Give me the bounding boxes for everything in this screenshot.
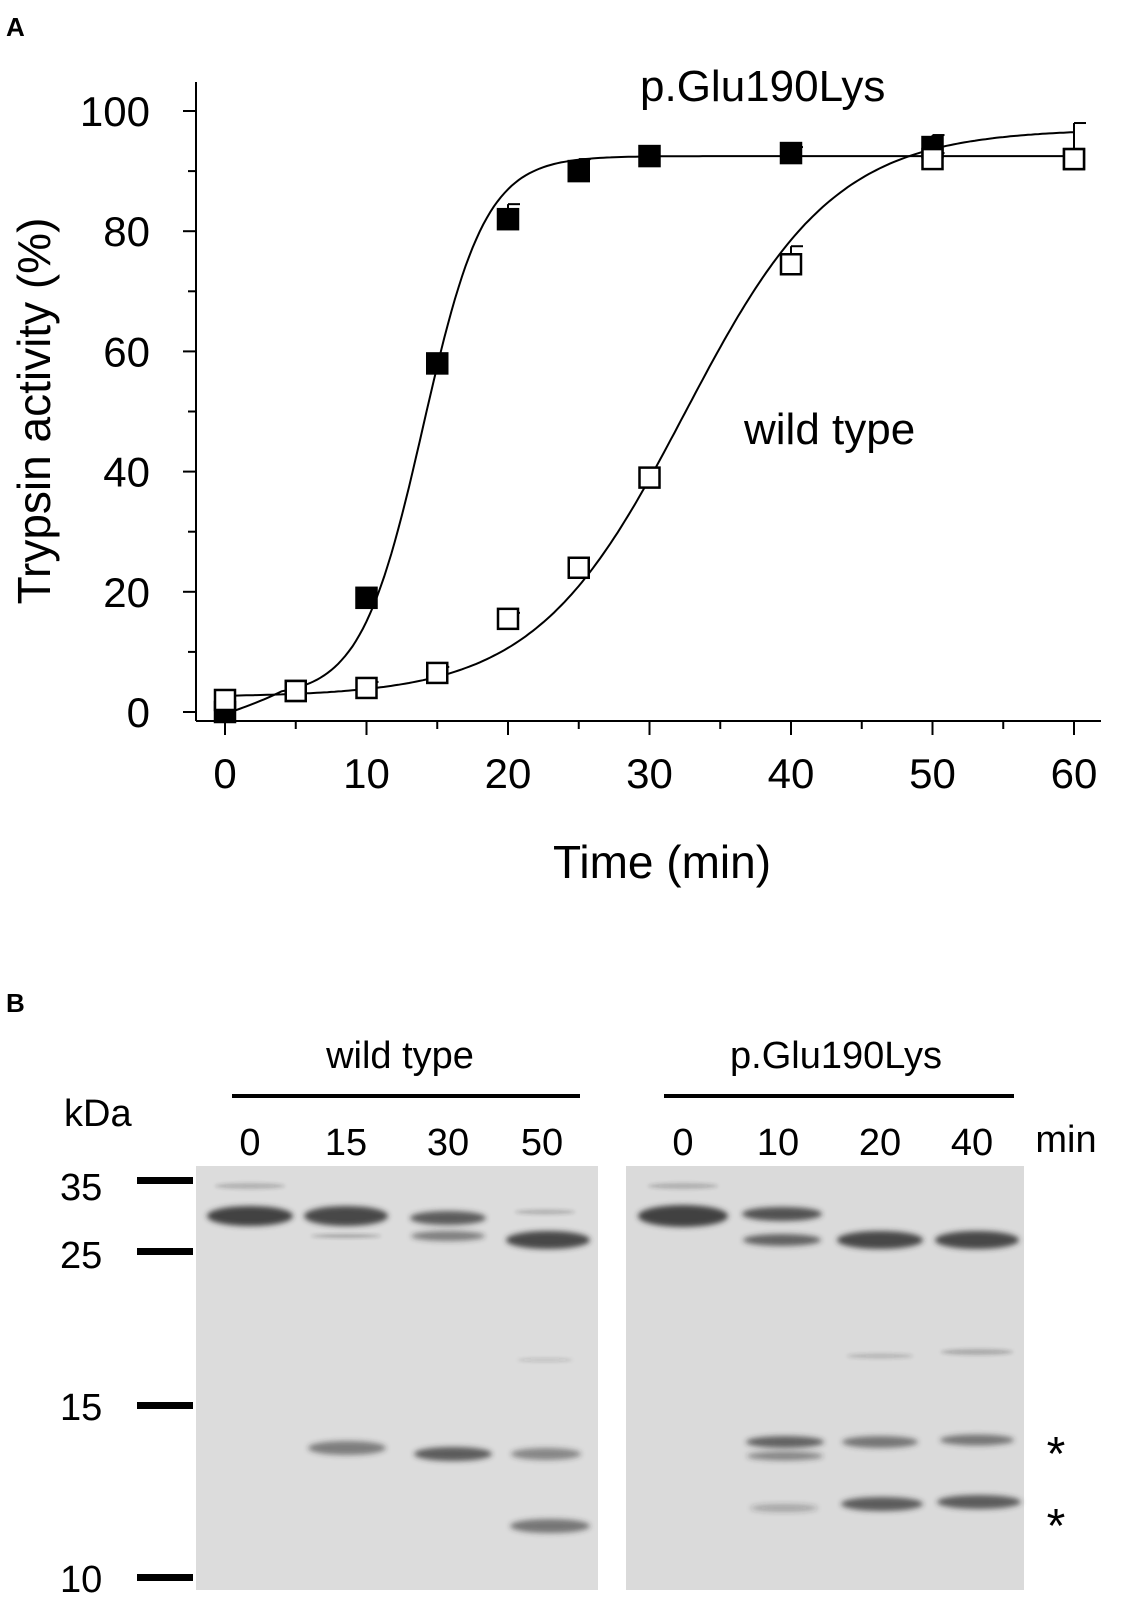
x-tick-label-40: 40: [768, 750, 815, 797]
point-mutant-30: [638, 144, 661, 168]
band-wt-30-full: [410, 1211, 486, 1225]
point-wild-type-5: [284, 679, 307, 703]
marker-tick-10: [137, 1574, 193, 1581]
band-wt-0-faint: [215, 1183, 285, 1189]
band-wt-30-fragment: [414, 1447, 492, 1461]
point-wild-type-10: [355, 676, 378, 700]
point-mutant-20: [496, 207, 520, 231]
band-mut-0-full: [638, 1205, 728, 1227]
y-tick-label-100: 100: [80, 88, 150, 135]
band-mut-10-full: [742, 1207, 822, 1221]
data-marks: [213, 122, 1086, 724]
band-wt-30-cleaved: [411, 1231, 485, 1241]
unit-label-kda: kDa: [64, 1093, 132, 1135]
band-mut-10-small: [750, 1504, 818, 1512]
lane-label-mut-20: 20: [859, 1122, 901, 1164]
band-wt-50-trace: [517, 1358, 573, 1362]
marker-tick-35: [137, 1177, 193, 1184]
band-wt-15-full: [304, 1206, 388, 1226]
gel-mutant-background: [626, 1166, 1024, 1590]
band-mut-40-trace: [941, 1349, 1013, 1355]
lane-label-wt-50: 50: [521, 1122, 563, 1164]
marker-label-15: 15: [60, 1387, 102, 1429]
marker-label-10: 10: [60, 1559, 102, 1598]
band-mut-40-small: [937, 1495, 1021, 1509]
band-wt-50-cleaved: [506, 1231, 590, 1249]
chart-axes: 0 20 40 60 80 100 0 10 20 30 40 50 60: [80, 82, 1101, 797]
point-wild-type-25: [567, 556, 590, 580]
time-unit-label: min: [1035, 1119, 1096, 1161]
y-tick-label-0: 0: [127, 689, 150, 736]
y-tick-label-20: 20: [103, 569, 150, 616]
band-wt-15-fragment: [308, 1441, 386, 1455]
band-mut-10-fragment-a: [746, 1436, 824, 1448]
point-mutant-25: [567, 159, 590, 183]
trypsin-activity-chart: 0 20 40 60 80 100 0 10 20 30 40 50 60 Trypsin activi…: [8, 62, 1101, 888]
group-label-mutant: p.Glu190Lys: [730, 1035, 942, 1077]
band-mut-10-cleaved: [743, 1234, 821, 1246]
x-axis-label: Time (min): [553, 836, 771, 888]
panel-a-letter: A: [6, 12, 25, 42]
series-label-wild-type: wild type: [743, 405, 915, 454]
x-tick-label-10: 10: [343, 750, 390, 797]
band-wt-50-fragment: [511, 1448, 581, 1460]
point-wild-type-20: [496, 607, 520, 631]
series-label-mutant: p.Glu190Lys: [640, 62, 885, 111]
marker-label-25: 25: [60, 1235, 102, 1277]
lane-label-mut-0: 0: [672, 1122, 693, 1164]
band-mut-0-faint: [648, 1183, 718, 1189]
x-tick-label-60: 60: [1051, 750, 1098, 797]
point-wild-type-50: [921, 147, 944, 171]
lane-label-wt-0: 0: [239, 1122, 260, 1164]
band-mut-40-cleaved: [935, 1231, 1019, 1249]
point-mutant-15: [426, 352, 449, 375]
band-wt-50-faint: [515, 1209, 575, 1215]
band-mut-20-trace: [847, 1353, 913, 1359]
marker-tick-25: [137, 1248, 193, 1255]
band-mut-20-small: [841, 1497, 923, 1511]
band-wt-50-small: [510, 1519, 590, 1533]
point-wild-type-15: [426, 661, 449, 685]
band-mut-40-fragment: [940, 1434, 1014, 1446]
x-tick-label-20: 20: [485, 750, 532, 797]
y-axis-label: Trypsin activity (%): [8, 218, 60, 605]
band-mut-20-fragment: [842, 1436, 918, 1448]
lane-label-mut-10: 10: [757, 1122, 799, 1164]
band-annotation-asterisk-upper: *: [1047, 1428, 1066, 1481]
y-tick-label-80: 80: [103, 208, 150, 255]
point-wild-type-0: [213, 688, 237, 712]
x-tick-label-50: 50: [909, 750, 956, 797]
x-tick-label-0: 0: [213, 750, 236, 797]
lane-label-mut-40: 40: [951, 1122, 993, 1164]
band-wt-0-full: [207, 1206, 293, 1226]
gel-bands: [207, 1183, 1021, 1533]
point-wild-type-40: [779, 253, 803, 276]
point-wild-type-30: [638, 466, 661, 489]
y-tick-label-40: 40: [103, 449, 150, 496]
point-wild-type-60: [1062, 147, 1086, 171]
lane-label-wt-30: 30: [427, 1122, 469, 1164]
y-tick-label-60: 60: [103, 328, 150, 375]
lane-label-wt-15: 15: [325, 1122, 367, 1164]
band-wt-15-minor: [311, 1234, 381, 1238]
group-label-wild-type: wild type: [325, 1035, 474, 1077]
x-tick-label-30: 30: [626, 750, 673, 797]
band-annotation-asterisk-lower: *: [1047, 1500, 1066, 1553]
point-mutant-40: [779, 141, 803, 165]
panel-b-letter: B: [6, 988, 25, 1018]
marker-tick-15: [137, 1402, 193, 1409]
marker-label-35: 35: [60, 1167, 102, 1209]
point-mutant-10: [355, 586, 378, 610]
band-mut-20-cleaved: [837, 1231, 923, 1249]
band-mut-10-fragment-b: [747, 1451, 823, 1461]
